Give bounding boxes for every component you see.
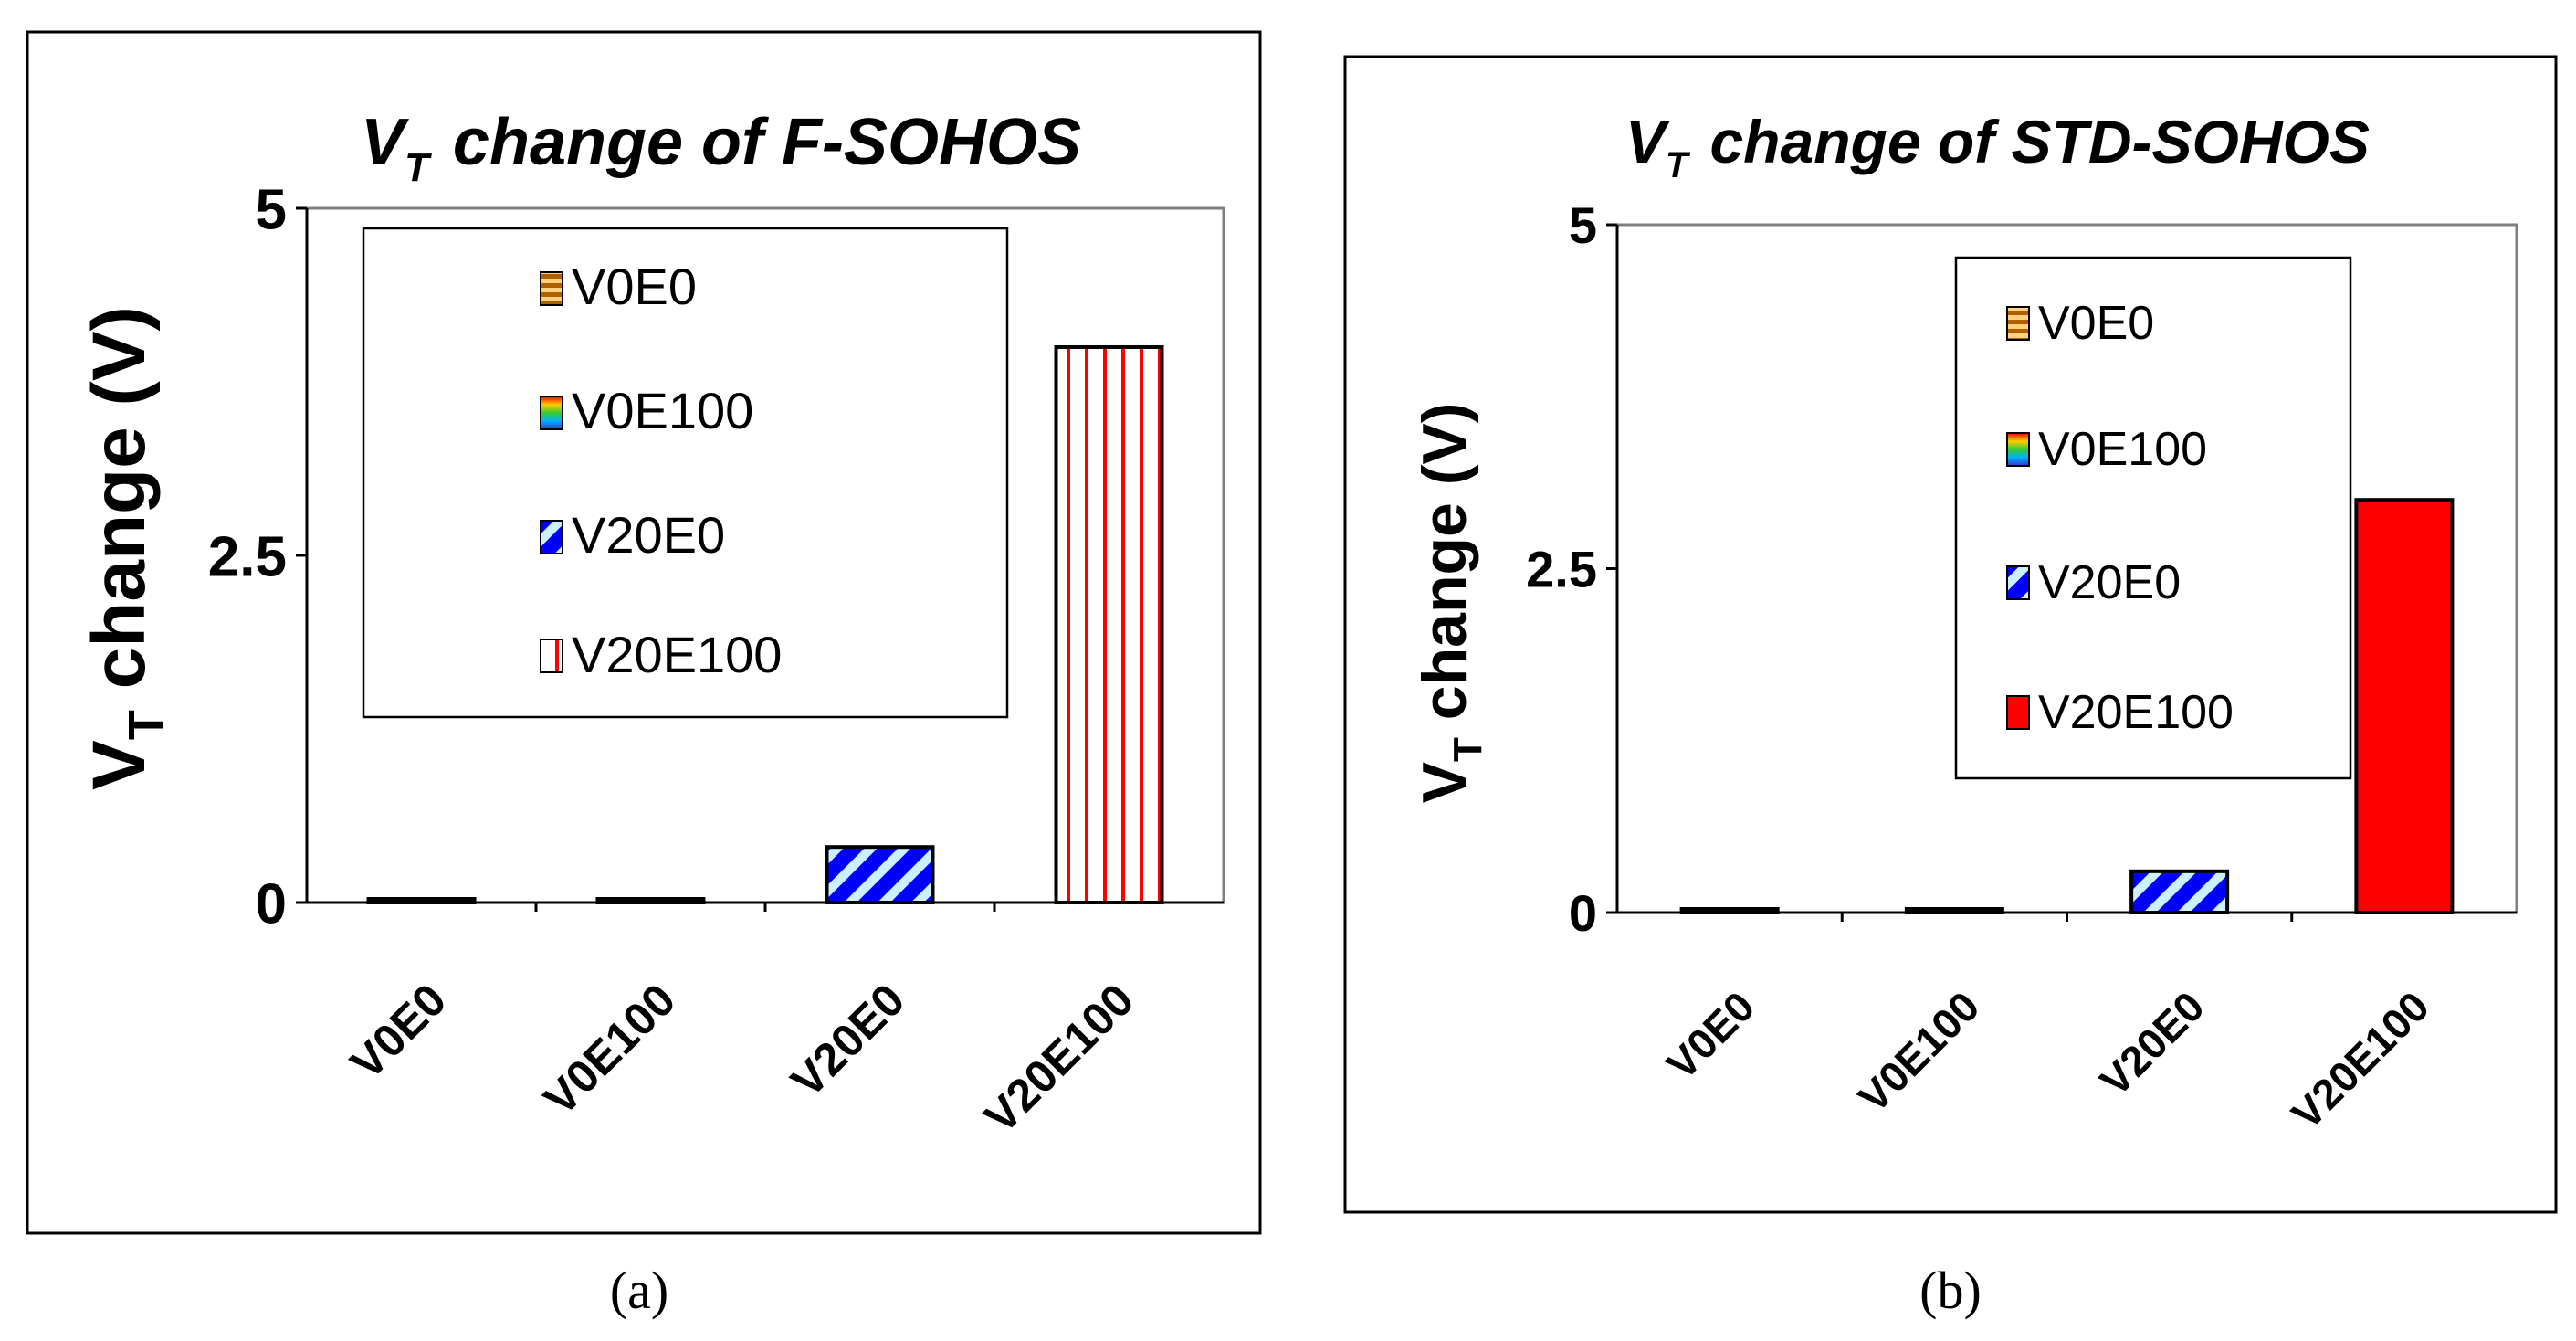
panel-a-y-label-rest: change (V) [78, 306, 161, 710]
panel-b-x-labels: V0E0 V0E100 V20E0 V20E100 [1657, 982, 2438, 1138]
panel-b-bars [1679, 498, 2455, 915]
legend-swatch-v0e100 [2006, 432, 2030, 467]
panel-b-legend-label-4: V20E100 [2038, 686, 2234, 739]
panel-b-frame [1343, 55, 2558, 1214]
panel-a-legend-box [362, 227, 1009, 719]
x-tick-label: V20E0 [2090, 982, 2213, 1104]
panel-a-legend-label-1: V0E0 [572, 258, 697, 315]
bar-v0e100 [595, 897, 706, 904]
panel-b-legend-label-1: V0E0 [2038, 297, 2154, 350]
panel-b-legend-label-3: V20E0 [2038, 556, 2181, 609]
panel-b-title-suffix: change of STD-SOHOS [1709, 108, 2369, 175]
legend-swatch-v20e100 [2006, 695, 2030, 730]
panel-a-y-label-sub: T [119, 710, 173, 740]
panel-b-y-label-v: V [1410, 762, 1479, 803]
panel-b-y-label: VT change (V) [1410, 403, 1490, 804]
panel-a-frame [26, 30, 1262, 1235]
x-tick-label: V0E100 [534, 974, 685, 1125]
y-tick-label: 2.5 [1526, 541, 1597, 598]
panel-b-y-label-sub: T [1446, 737, 1490, 762]
y-tick-label: 5 [256, 178, 287, 241]
bar-v0e100 [1904, 907, 2004, 914]
panel-a-title-sub: T [405, 145, 432, 190]
legend-swatch-v0e0 [2006, 306, 2030, 341]
x-tick-label: V20E100 [2282, 982, 2438, 1138]
legend-swatch-v20e0 [2006, 565, 2030, 600]
legend-swatch-v0e100 [540, 396, 563, 430]
x-tick-label: V0E0 [1657, 982, 1763, 1088]
y-tick-label: 2.5 [208, 525, 287, 588]
panel-a-y-label: VT change (V) [78, 306, 173, 790]
bar-v0e0 [1679, 907, 1780, 914]
x-tick-label: V0E0 [341, 974, 456, 1089]
panel-a-legend-label-3: V20E0 [572, 506, 725, 564]
x-tick-label: V20E100 [974, 974, 1143, 1143]
panel-b-title-sub: T [1666, 145, 1691, 185]
x-tick-label: V0E100 [1849, 982, 1989, 1122]
bar-v20e100 [2354, 498, 2455, 914]
bar-v20e0 [825, 845, 935, 905]
panel-a-legend: V0E0 V0E100 V20E0 V20E100 [362, 227, 1009, 719]
panel-b-y-ticks: 02.55 [1526, 196, 2294, 942]
bar-v20e0 [2129, 869, 2230, 915]
panel-a-x-labels: V0E0 V0E100 V20E0 V20E100 [341, 974, 1143, 1143]
panel-b-legend-label-2: V0E100 [2038, 423, 2207, 476]
panel-b-y-label-rest: change (V) [1410, 403, 1479, 738]
x-tick-label: V20E0 [782, 974, 915, 1107]
panel-b: VT change of STD-SOHOS VT change (V) 02.5… [1343, 55, 2558, 1320]
panel-a-title-suffix: change of F-SOHOS [453, 106, 1081, 179]
panel-a-title: VT change of F-SOHOS [361, 106, 1081, 190]
panel-b-title: VT change of STD-SOHOS [1625, 108, 2370, 185]
panel-a-legend-label-4: V20E100 [572, 626, 782, 683]
panel-b-legend-box [1954, 256, 2352, 780]
y-tick-label: 5 [1569, 196, 1597, 254]
legend-swatch-v0e0 [540, 271, 563, 306]
panel-a: VT change of F-SOHOS VT change (V) 02.55 … [26, 30, 1262, 1320]
y-tick-label: 0 [256, 872, 287, 935]
bar-v0e0 [366, 897, 477, 904]
panel-a-caption: (a) [610, 1261, 668, 1320]
panel-b-caption: (b) [1919, 1261, 1982, 1320]
panel-a-y-label-v: V [78, 740, 161, 790]
y-tick-label: 0 [1569, 884, 1597, 942]
panel-a-y-ticks: 02.55 [208, 178, 996, 935]
panel-b-legend: V0E0 V0E100 V20E0 V20E100 [1954, 256, 2352, 780]
bar-v20e100 [1054, 345, 1164, 904]
panel-a-title-v: V [361, 106, 410, 179]
legend-swatch-v20e0 [540, 520, 563, 554]
panel-a-bars [366, 345, 1164, 905]
legend-swatch-v20e100 [540, 639, 563, 673]
panel-a-legend-label-2: V0E100 [572, 382, 753, 439]
panel-b-title-v: V [1625, 108, 1670, 175]
